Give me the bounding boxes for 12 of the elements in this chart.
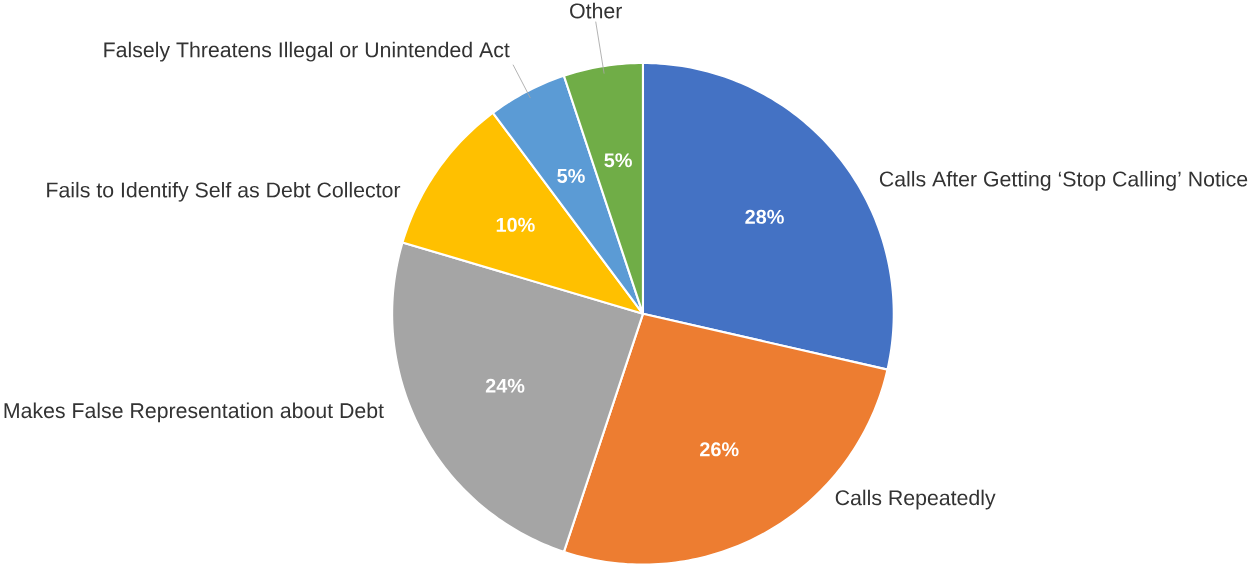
data-label: 26% bbox=[700, 442, 739, 457]
slice-label: Calls After Getting ‘Stop Calling’ Notice bbox=[879, 171, 1248, 191]
slice-label: Falsely Threatens Illegal or Unintended Act bbox=[104, 41, 510, 62]
data-label: 5% bbox=[604, 153, 632, 168]
slice-label: Other bbox=[570, 2, 622, 19]
data-label: 5% bbox=[557, 169, 585, 184]
slice-label: Fails to Identify Self as Debt Collector bbox=[47, 182, 401, 202]
data-label: 24% bbox=[485, 378, 525, 393]
data-label: 28% bbox=[745, 209, 784, 225]
slice-label: Makes False Representation about Debt bbox=[4, 402, 384, 423]
data-label: 10% bbox=[496, 217, 535, 233]
slice-label: Calls Repeatedly bbox=[835, 489, 996, 510]
